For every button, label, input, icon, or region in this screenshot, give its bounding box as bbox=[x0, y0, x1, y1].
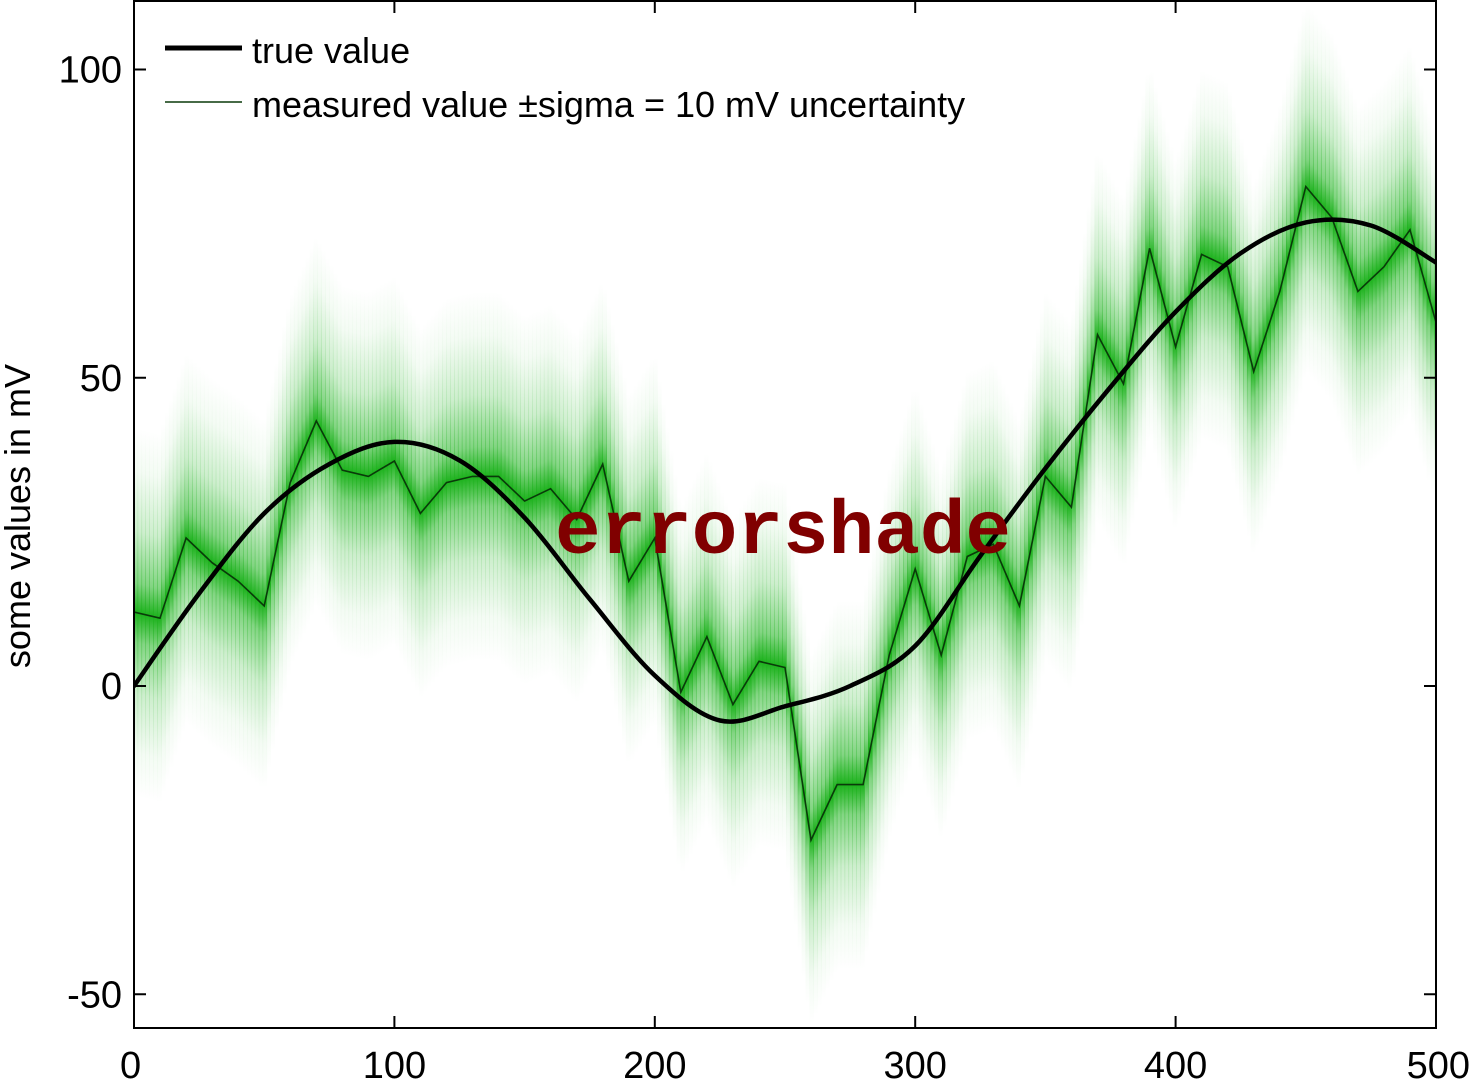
x-tick-label: 0 bbox=[120, 1045, 141, 1080]
errorshade-annotation: errorshade bbox=[555, 490, 1011, 576]
series-layer bbox=[134, 184, 1436, 843]
x-axis: 0 100 200 300 400 500 bbox=[120, 1, 1469, 1080]
y-tick-label: 100 bbox=[59, 50, 122, 92]
y-tick-label: 0 bbox=[101, 666, 122, 708]
x-tick-label: 300 bbox=[883, 1045, 946, 1080]
plot-frame bbox=[133, 0, 1437, 1029]
legend-entry: measured value ±sigma = 10 mV uncertaint… bbox=[252, 84, 965, 125]
y-tick-label: -50 bbox=[67, 974, 122, 1016]
legend: true value measured value ±sigma = 10 mV … bbox=[165, 30, 965, 125]
legend-entry: true value bbox=[252, 30, 410, 71]
x-tick-label: 400 bbox=[1144, 1045, 1207, 1080]
y-tick-label: 50 bbox=[80, 358, 122, 400]
series-measured-line bbox=[134, 184, 1436, 843]
y-axis: -50 0 50 100 bbox=[59, 50, 1436, 1016]
x-tick-label: 100 bbox=[363, 1045, 426, 1080]
x-tick-label: 200 bbox=[623, 1045, 686, 1080]
y-axis-label: some values in mV bbox=[0, 364, 38, 668]
x-tick-label: 500 bbox=[1407, 1045, 1469, 1080]
series-true-line bbox=[134, 217, 1436, 724]
